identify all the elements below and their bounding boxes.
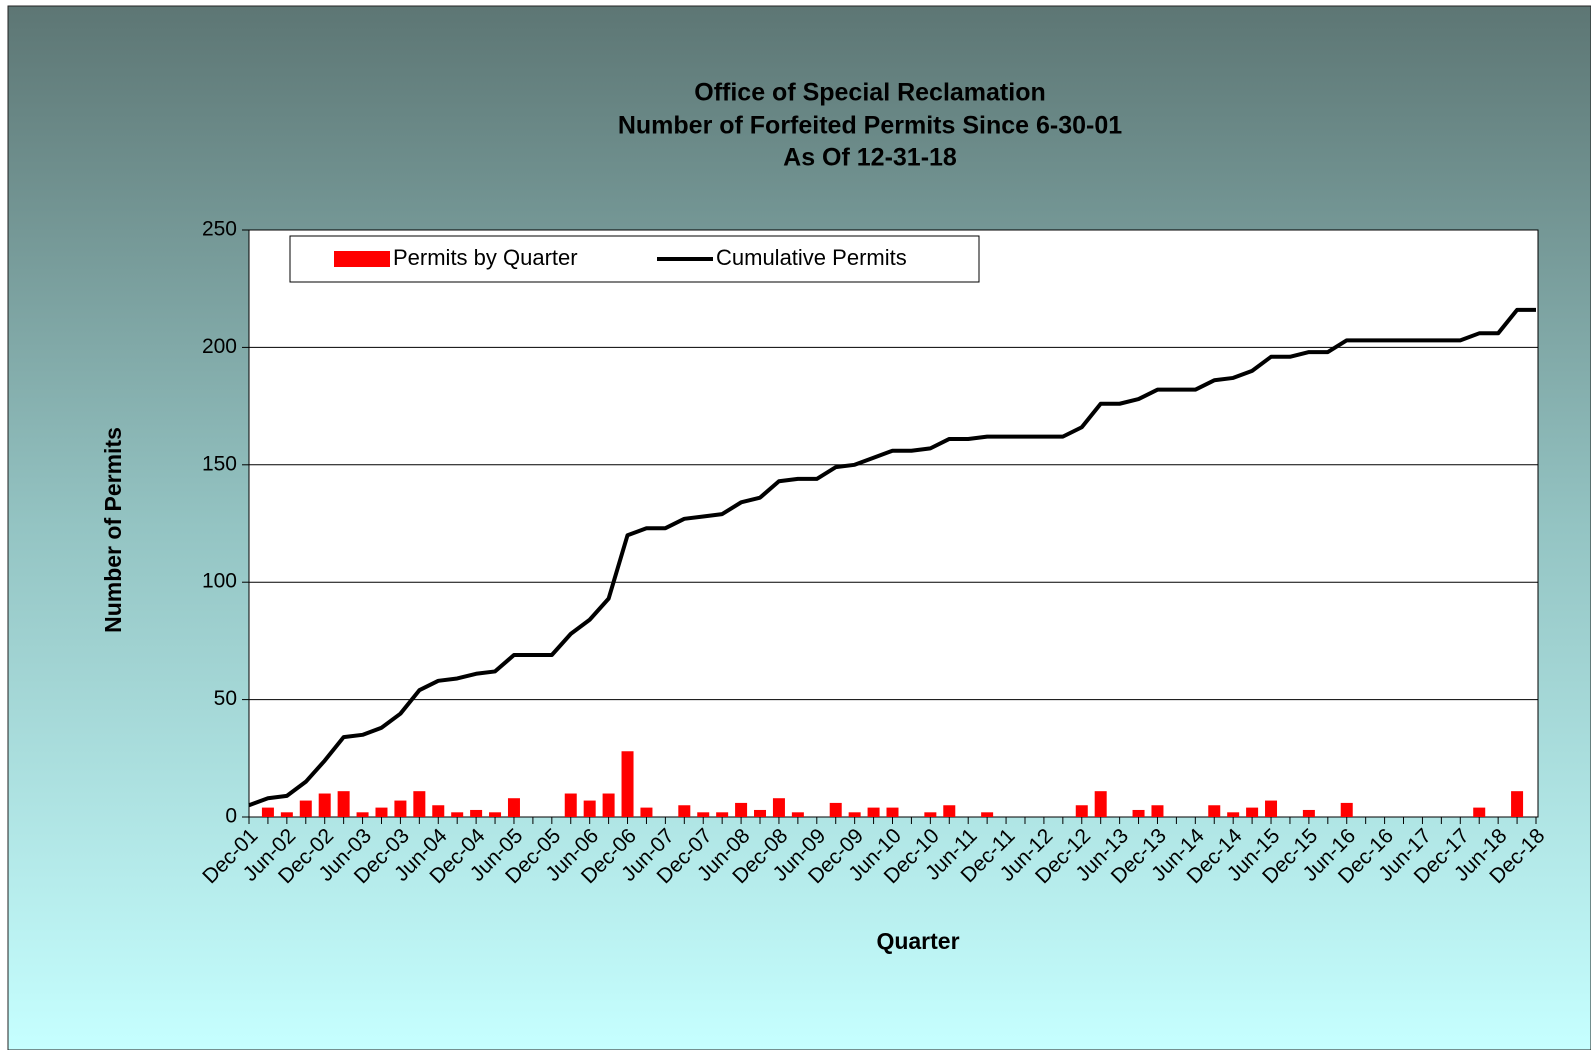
plot-area [248,229,1539,818]
bar [451,812,464,817]
bar [602,793,615,817]
bar [848,812,861,817]
bar [583,800,596,817]
bar [1246,807,1259,817]
bar [375,807,388,817]
bar [1511,791,1524,817]
bar [1075,805,1088,817]
legend-box [289,235,980,283]
y-tick-label: 200 [202,335,237,358]
y-tick-label: 0 [225,805,237,828]
y-tick-label: 250 [202,218,237,241]
bar [1340,802,1353,817]
bar [697,812,710,817]
bar [754,809,767,817]
bar [829,802,842,817]
chart-title: Number of Forfeited Permits Since 6-30-0… [618,112,1122,140]
bar [1208,805,1221,817]
bar [413,791,426,817]
bar [791,812,804,817]
bar [261,807,274,817]
bar [1473,807,1486,817]
bar [507,798,520,817]
bar [1094,791,1107,817]
bar [1265,800,1278,817]
y-tick-label: 50 [214,687,237,710]
bar [356,812,369,817]
bar [716,812,729,817]
chart-title: Office of Special Reclamation [694,79,1046,107]
legend-label: Cumulative Permits [716,245,907,270]
bar [678,805,691,817]
bar [640,807,653,817]
bar [981,812,994,817]
bar [735,802,748,817]
bar [924,812,937,817]
bar [394,800,407,817]
bar [943,805,956,817]
legend-swatch [334,251,390,267]
bar [1132,809,1145,817]
y-axis-title: Number of Permits [100,427,126,633]
bar [886,807,899,817]
bar [489,812,502,817]
x-axis-title: Quarter [876,928,959,954]
bar [318,793,331,817]
bar [299,800,312,817]
bar [1227,812,1240,817]
line [248,307,1536,808]
bar [621,751,634,817]
bar [432,805,445,817]
bar [564,793,577,817]
y-tick-label: 150 [202,452,237,475]
bar [280,812,293,817]
bar [1151,805,1164,817]
legend-label: Permits by Quarter [393,245,578,270]
bar [470,809,483,817]
chart-title: As Of 12-31-18 [783,144,957,172]
bar [772,798,785,817]
bar [867,807,880,817]
y-tick-label: 100 [202,570,237,593]
bar [1302,809,1315,817]
bar [337,791,350,817]
